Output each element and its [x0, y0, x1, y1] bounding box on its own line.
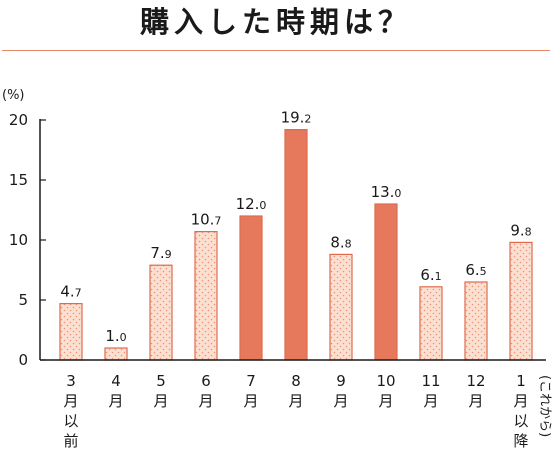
bar-5 — [239, 215, 263, 361]
data-label-11: 9.8 — [510, 221, 531, 239]
bar-11 — [509, 241, 533, 361]
bars — [59, 129, 533, 361]
value-labels: 4.7 1.0 7.9 10.7 12.0 19.2 8.8 13.0 6.1 6.5 9.8 — [60, 109, 531, 345]
data-label-2: 1.0 — [105, 327, 126, 345]
bar-7 — [329, 253, 353, 361]
category-labels: 3 月以前 4 月 5 月 6 月 7 月 8 月 9 月 10 月 11 月 12 月 1 月以降 (これから) — [63, 372, 552, 450]
data-label-6: 19.2 — [281, 109, 312, 127]
y-axis-unit-label: (%) — [2, 88, 25, 103]
category-note: (これから) — [537, 375, 552, 437]
bar-2 — [104, 347, 128, 361]
data-label-9: 6.1 — [420, 266, 441, 284]
x-tick-label-9: 11 月 — [421, 372, 440, 410]
title-divider — [2, 50, 550, 51]
bar-9 — [419, 286, 443, 361]
bar-10 — [464, 281, 488, 361]
bar-6 — [284, 129, 308, 361]
bar-4 — [194, 231, 218, 361]
y-tick-label: 5 — [18, 291, 28, 309]
data-label-5: 12.0 — [236, 195, 267, 213]
data-label-7: 8.8 — [330, 233, 351, 251]
y-tick-label: 0 — [18, 351, 28, 369]
x-tick-label-1: 3 月以前 — [63, 372, 78, 450]
data-label-8: 13.0 — [371, 183, 402, 201]
y-tick-label: 10 — [9, 231, 28, 249]
y-tick-label: 15 — [9, 171, 28, 189]
bar-1 — [59, 303, 83, 361]
chart-title: 購入した時期は？ — [139, 5, 412, 39]
x-tick-label-8: 10 月 — [376, 372, 395, 410]
data-label-3: 7.9 — [150, 244, 171, 262]
x-tick-label-11: 1 月以降 — [513, 372, 528, 450]
bar-8 — [374, 203, 398, 361]
data-label-1: 4.7 — [60, 283, 81, 301]
y-tick-label: 20 — [9, 111, 28, 129]
data-label-4: 10.7 — [191, 211, 222, 229]
bar-3 — [149, 264, 173, 361]
data-label-10: 6.5 — [465, 261, 486, 279]
x-tick-label-10: 12 月 — [466, 372, 485, 410]
axes: 0 5 10 15 20 — [9, 111, 546, 369]
